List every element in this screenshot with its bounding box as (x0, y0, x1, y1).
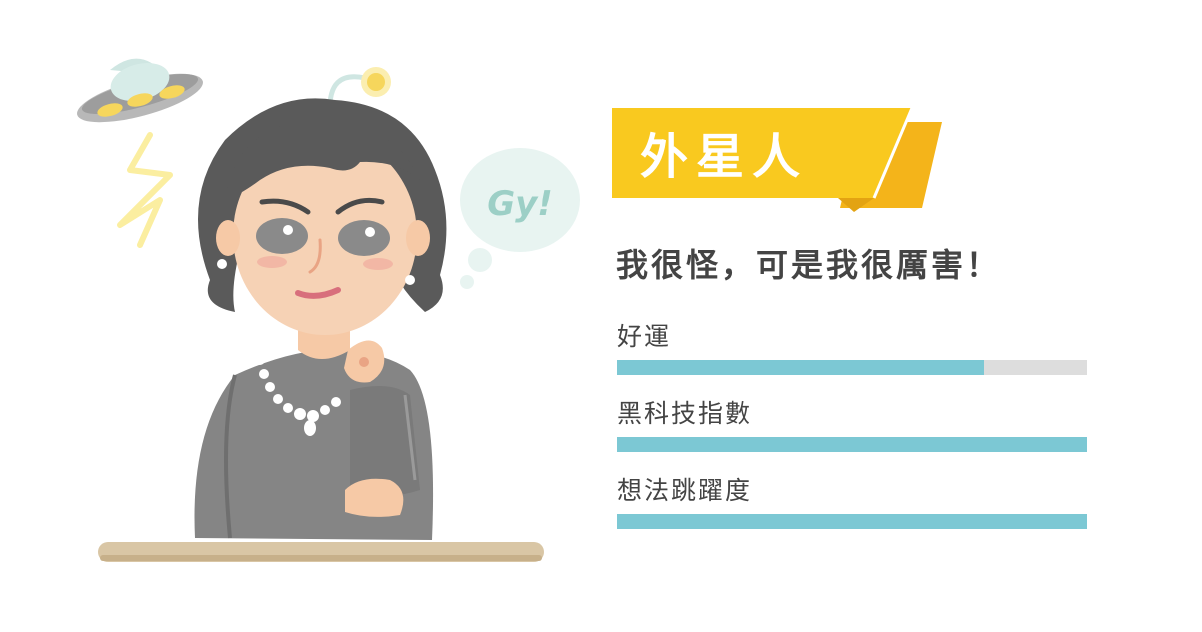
subtitle: 我很怪，可是我很厲害！ (616, 246, 1002, 284)
page-title: 外星人 (640, 129, 809, 185)
stat-idea-jump: 想法跳躍度 (617, 474, 1087, 529)
ufo-icon (77, 58, 203, 248)
stat-label: 好運 (617, 322, 672, 351)
woman-head (198, 98, 447, 335)
stat-bar-fill (617, 437, 1087, 452)
speech-bubble-text: Gy! (487, 184, 553, 224)
stat-bar-fill (617, 514, 1087, 529)
title-banner (612, 108, 942, 212)
stat-bar-track (617, 514, 1087, 529)
stat-bar-track (617, 360, 1087, 375)
stat-label: 黑科技指數 (617, 399, 753, 428)
stat-bar-track (617, 437, 1087, 452)
stat-bar-fill (617, 360, 984, 375)
alien-woman-illustration: Gy! (77, 58, 580, 562)
stat-luck: 好運 (617, 320, 1087, 375)
speech-bubble: Gy! (460, 148, 580, 289)
stat-tech-index: 黑科技指數 (617, 397, 1087, 452)
stat-label: 想法跳躍度 (617, 476, 753, 505)
woman-body (194, 320, 434, 540)
